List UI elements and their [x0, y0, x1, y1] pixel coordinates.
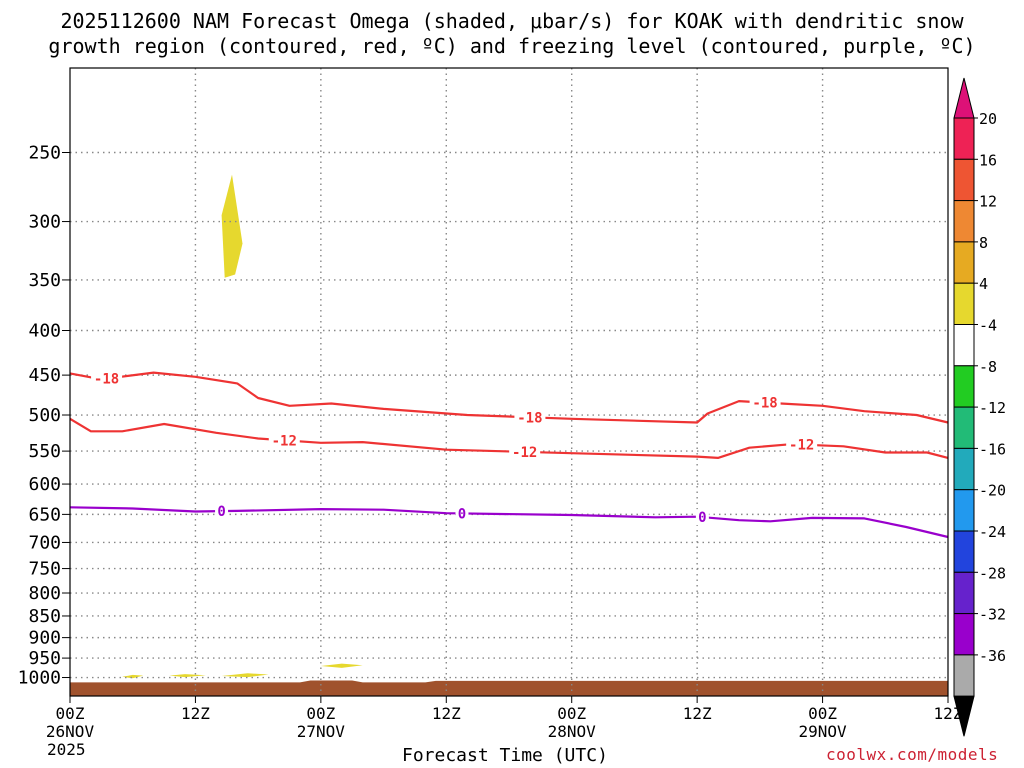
contour-label: -18 [517, 410, 542, 426]
omega-shaded-region [169, 674, 206, 678]
contour-label: 0 [698, 510, 706, 526]
chart-title-line-1: 2025112600 NAM Forecast Omega (shaded, μ… [60, 9, 964, 33]
colorbar-label: -12 [979, 399, 1006, 417]
colorbar: 20 16 12 8 4 -4 -8 -12 -16 -20 -24 -28 -32 -36 [953, 77, 1006, 737]
colorbar-label: -16 [979, 440, 1006, 458]
colorbar-segment [953, 530, 975, 573]
omega-shaded-region [320, 663, 363, 668]
colorbar-segment [953, 324, 975, 367]
y-tick-label: 350 [28, 270, 61, 291]
contour-label-bg [91, 370, 123, 387]
colorbar-label: 8 [979, 234, 988, 252]
x-tick-date-label: 27NOV [297, 722, 346, 741]
contour-line--18 [69, 371, 949, 424]
colorbar-segment [953, 654, 975, 697]
colorbar-label: 4 [979, 275, 988, 293]
contour-label-bg [509, 443, 541, 460]
colorbar-segment [953, 571, 975, 615]
x-tick-label: 12Z [432, 704, 461, 723]
y-tick-label: 400 [28, 321, 61, 342]
colorbar-segment [953, 117, 975, 160]
x-tick-label: 00Z [56, 704, 85, 723]
year-label: 2025 [47, 740, 86, 759]
x-axis-label: Forecast Time (UTC) [402, 745, 608, 766]
colorbar-segment [953, 282, 975, 326]
colorbar-segment [953, 365, 975, 408]
colorbar-label: 20 [979, 110, 997, 128]
y-tick-label: 750 [28, 559, 61, 580]
y-tick-label: 950 [28, 648, 61, 669]
colorbar-segment [953, 447, 975, 491]
y-tick-label: 600 [28, 474, 61, 495]
y-tick-label: 500 [28, 405, 61, 426]
x-tick-label: 00Z [557, 704, 586, 723]
colorbar-segment [953, 200, 975, 243]
x-tick-label: 00Z [808, 704, 837, 723]
colorbar-segment [953, 489, 975, 532]
colorbar-label: -28 [979, 564, 1006, 582]
omega-shaded-region [122, 674, 144, 679]
omega-shaded-region [221, 174, 243, 278]
gridlines [70, 68, 948, 696]
colorbar-label: 12 [979, 193, 997, 211]
plot-frame [69, 67, 949, 697]
colorbar-segment [953, 613, 975, 656]
contour-label: -12 [272, 433, 297, 449]
contour-label-bg [695, 509, 709, 526]
x-tick-date-label: 29NOV [798, 722, 847, 741]
contour-label: 0 [217, 504, 225, 520]
x-tick-label: 12Z [683, 704, 712, 723]
y-tick-label: 800 [28, 583, 61, 604]
y-tick-label: 1000 [18, 668, 61, 689]
contour-label-bg [268, 432, 300, 449]
axes: 2503003504004505005506006507007508008509… [18, 67, 963, 741]
x-tick-label: 12Z [934, 704, 963, 723]
colorbar-label: -36 [979, 647, 1006, 665]
omega-shaded-region [221, 673, 269, 678]
y-tick-label: 550 [28, 441, 61, 462]
omega-shading-layer [122, 174, 363, 679]
x-tick-label: 00Z [306, 704, 335, 723]
contour-label-bg [215, 503, 229, 520]
terrain-fill [70, 680, 948, 696]
colorbar-label: -8 [979, 358, 997, 376]
chart-title-line-2: growth region (contoured, red, ºC) and f… [48, 34, 976, 58]
colorbar-top-arrow [953, 77, 975, 119]
y-tick-label: 650 [28, 504, 61, 525]
y-tick-label: 700 [28, 532, 61, 553]
colorbar-label: -20 [979, 482, 1006, 500]
contour-label-bg [749, 394, 781, 411]
contour-label: -12 [512, 445, 537, 461]
y-tick-label: 300 [28, 212, 61, 233]
y-tick-label: 250 [28, 143, 61, 164]
contour-label: 0 [458, 506, 466, 522]
colorbar-segment [953, 406, 975, 449]
contour-line--12 [69, 417, 949, 459]
x-tick-label: 12Z [181, 704, 210, 723]
contour-label: -18 [752, 396, 777, 412]
terrain-layer [70, 680, 948, 696]
contour-label-bg [514, 409, 546, 426]
colorbar-segment [953, 241, 975, 284]
contour-line-0 [69, 506, 949, 539]
x-tick-date-label: 28NOV [548, 722, 597, 741]
watermark-link[interactable]: coolwx.com/models [826, 745, 999, 764]
y-tick-label: 900 [28, 628, 61, 649]
colorbar-label: 16 [979, 151, 997, 169]
colorbar-label: -4 [979, 317, 997, 335]
colorbar-label: -32 [979, 606, 1006, 624]
contour-label-bg [455, 505, 469, 522]
contour-label: -12 [789, 438, 814, 454]
colorbar-bottom-arrow [953, 695, 975, 737]
contour-layer: -18 -18 -18 -12 -12 -12 0 0 0 [69, 370, 949, 539]
y-tick-label: 850 [28, 606, 61, 627]
colorbar-label: -24 [979, 523, 1006, 541]
colorbar-segment [953, 158, 975, 202]
contour-label-bg [786, 436, 818, 453]
x-tick-date-label: 26NOV [46, 722, 95, 741]
contour-label: -18 [94, 372, 119, 388]
y-tick-label: 450 [28, 365, 61, 386]
